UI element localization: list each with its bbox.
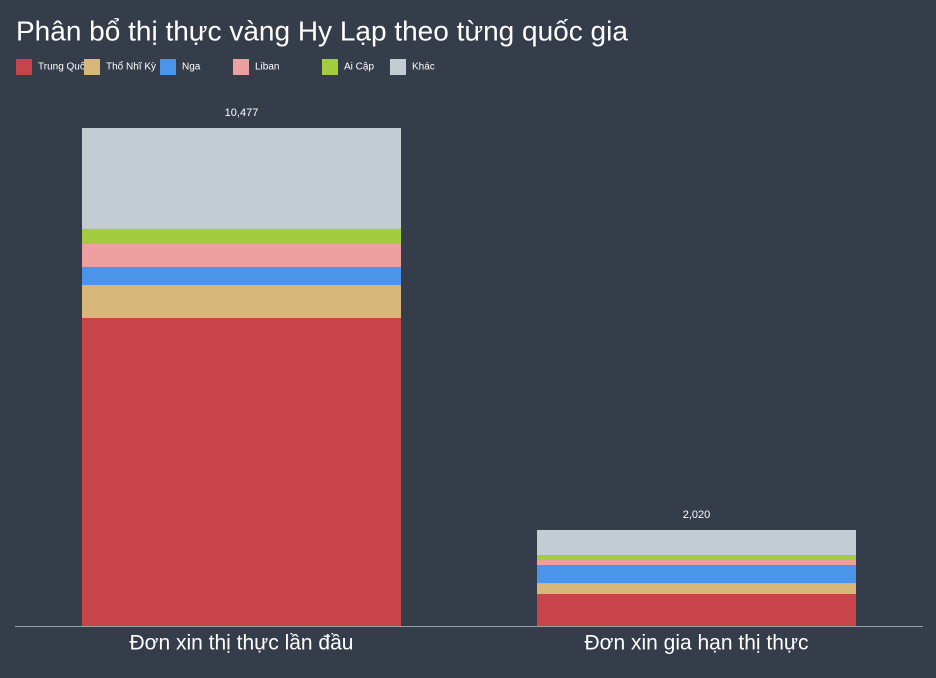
- legend-label: Ai Cập: [344, 62, 374, 73]
- total-label: 10,477: [225, 107, 259, 119]
- legend-label: Nga: [182, 62, 201, 73]
- bar-segment: [82, 317, 401, 626]
- bar-segment: [537, 555, 856, 561]
- bar-segment: [537, 594, 856, 626]
- legend-swatch: [233, 59, 249, 75]
- legend-swatch: [322, 59, 338, 75]
- legend-label: Thổ Nhĩ Kỳ: [106, 61, 156, 73]
- legend-swatch: [160, 59, 176, 75]
- legend-swatch: [390, 59, 406, 75]
- bar-segment: [537, 529, 856, 556]
- legend-swatch: [16, 59, 32, 75]
- x-tick-label: Đơn xin thị thực lần đầu: [130, 632, 354, 655]
- legend-label: Liban: [255, 62, 279, 73]
- bar-segment: [82, 266, 401, 286]
- bar-segment: [537, 565, 856, 584]
- bar-segment: [82, 285, 401, 318]
- legend-label: Trung Quốc: [38, 61, 90, 73]
- bar-segment: [537, 583, 856, 595]
- bar-segment: [82, 243, 401, 267]
- bar-segment: [537, 560, 856, 566]
- bar-segment: [82, 128, 401, 229]
- chart-title: Phân bổ thị thực vàng Hy Lạp theo từng q…: [16, 15, 628, 46]
- legend-swatch: [84, 59, 100, 75]
- bar-segment: [82, 228, 401, 244]
- total-label: 2,020: [683, 509, 711, 521]
- x-tick-label: Đơn xin gia hạn thị thực: [585, 632, 809, 655]
- legend-label: Khác: [412, 62, 435, 73]
